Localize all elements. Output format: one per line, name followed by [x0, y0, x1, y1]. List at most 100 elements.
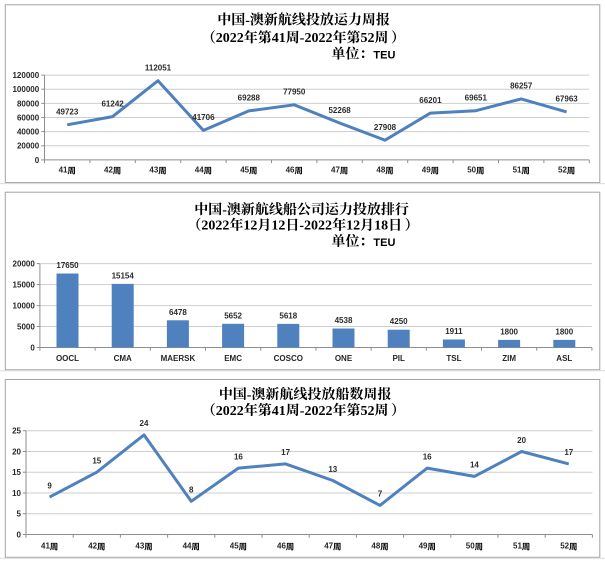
svg-text:8: 8: [189, 486, 194, 495]
svg-text:-: -: [222, 203, 227, 218]
svg-text:18: 18: [374, 219, 388, 234]
svg-text:-2022: -2022: [300, 404, 333, 419]
svg-text:47: 47: [324, 541, 333, 550]
svg-text:43: 43: [149, 165, 158, 174]
svg-text:67963: 67963: [555, 95, 578, 104]
svg-text:1800: 1800: [555, 327, 573, 336]
svg-text:15000: 15000: [13, 281, 36, 290]
svg-text:0: 0: [35, 156, 40, 165]
svg-text:61242: 61242: [101, 99, 124, 108]
svg-text:2022: 2022: [216, 404, 244, 419]
svg-text:41: 41: [272, 404, 286, 419]
svg-text:20: 20: [12, 447, 21, 456]
svg-text:45: 45: [240, 165, 249, 174]
svg-text:51: 51: [513, 165, 522, 174]
svg-text:100000: 100000: [12, 85, 39, 94]
svg-text:44: 44: [195, 165, 204, 174]
svg-text:9: 9: [47, 481, 52, 490]
svg-text:12: 12: [271, 219, 285, 234]
svg-text:-: -: [247, 388, 252, 403]
svg-text:13: 13: [328, 465, 337, 474]
svg-text:120000: 120000: [12, 71, 39, 80]
svg-text:17: 17: [281, 448, 290, 457]
svg-text:-2022: -2022: [299, 219, 332, 234]
svg-text:44: 44: [183, 541, 192, 550]
svg-text:41: 41: [41, 541, 50, 550]
svg-text:49: 49: [422, 165, 431, 174]
svg-text:69651: 69651: [465, 94, 488, 103]
svg-text:60000: 60000: [17, 113, 40, 122]
svg-text:80000: 80000: [17, 99, 40, 108]
svg-text:46: 46: [277, 541, 286, 550]
svg-text:41: 41: [272, 31, 286, 46]
svg-text:20: 20: [517, 436, 526, 445]
svg-text:112051: 112051: [145, 64, 172, 73]
svg-text:16: 16: [234, 452, 243, 461]
svg-text:6478: 6478: [169, 308, 187, 317]
svg-text:ZIM: ZIM: [502, 354, 516, 363]
svg-text:86257: 86257: [510, 82, 533, 91]
svg-text:77950: 77950: [283, 88, 306, 97]
svg-text:45: 45: [230, 541, 239, 550]
svg-text:40000: 40000: [17, 128, 40, 137]
svg-text:50: 50: [467, 165, 476, 174]
svg-text:15: 15: [12, 468, 21, 477]
svg-text:-2022: -2022: [300, 31, 333, 46]
svg-text:TEU: TEU: [373, 49, 395, 61]
svg-text:2022: 2022: [216, 31, 244, 46]
svg-text:COSCO: COSCO: [274, 354, 303, 363]
svg-text:41706: 41706: [192, 113, 215, 122]
svg-text:20000: 20000: [17, 142, 40, 151]
svg-text:12: 12: [243, 219, 257, 234]
svg-text:CMA: CMA: [114, 354, 132, 363]
svg-text:TEU: TEU: [373, 237, 395, 249]
svg-text:24: 24: [140, 419, 149, 428]
svg-text:5618: 5618: [279, 311, 297, 320]
svg-text:4250: 4250: [390, 317, 408, 326]
svg-text:1911: 1911: [445, 327, 463, 336]
svg-text:1800: 1800: [500, 327, 518, 336]
svg-text:4538: 4538: [335, 316, 353, 325]
svg-text:52: 52: [361, 404, 375, 419]
svg-text:0: 0: [30, 343, 35, 352]
svg-text:OOCL: OOCL: [56, 354, 79, 363]
svg-text:27908: 27908: [374, 123, 397, 132]
svg-text:42: 42: [104, 165, 113, 174]
svg-text:52: 52: [361, 31, 375, 46]
svg-text:69288: 69288: [238, 94, 261, 103]
svg-text:5: 5: [17, 510, 22, 519]
svg-text:MAERSK: MAERSK: [161, 354, 196, 363]
svg-text:43: 43: [135, 541, 144, 550]
svg-text:66201: 66201: [419, 96, 442, 105]
svg-text:15: 15: [92, 457, 101, 466]
svg-text:41: 41: [59, 165, 68, 174]
svg-text:0: 0: [17, 530, 22, 539]
svg-text:2022: 2022: [201, 219, 229, 234]
svg-text:48: 48: [371, 541, 380, 550]
svg-text:49723: 49723: [56, 108, 79, 117]
svg-text:10: 10: [12, 489, 21, 498]
svg-text:48: 48: [376, 165, 385, 174]
svg-text:12: 12: [346, 219, 360, 234]
svg-text:TSL: TSL: [446, 354, 461, 363]
svg-text:10000: 10000: [13, 301, 36, 310]
svg-text:20000: 20000: [13, 260, 36, 269]
svg-text:52: 52: [560, 541, 569, 550]
svg-text:-: -: [245, 13, 250, 28]
svg-text:52: 52: [558, 165, 567, 174]
svg-text:15154: 15154: [112, 271, 135, 280]
svg-text:16: 16: [423, 452, 432, 461]
svg-text:5000: 5000: [17, 322, 35, 331]
svg-text:5652: 5652: [224, 311, 242, 320]
svg-text:EMC: EMC: [224, 354, 242, 363]
svg-text:46: 46: [286, 165, 295, 174]
svg-text:17650: 17650: [56, 261, 79, 270]
svg-text:51: 51: [513, 541, 522, 550]
svg-text:ASL: ASL: [556, 354, 572, 363]
svg-text:PIL: PIL: [392, 354, 405, 363]
svg-text:42: 42: [88, 541, 97, 550]
svg-text:7: 7: [378, 490, 383, 499]
svg-text:47: 47: [331, 165, 340, 174]
svg-text:49: 49: [419, 541, 428, 550]
svg-text:52268: 52268: [328, 106, 351, 115]
